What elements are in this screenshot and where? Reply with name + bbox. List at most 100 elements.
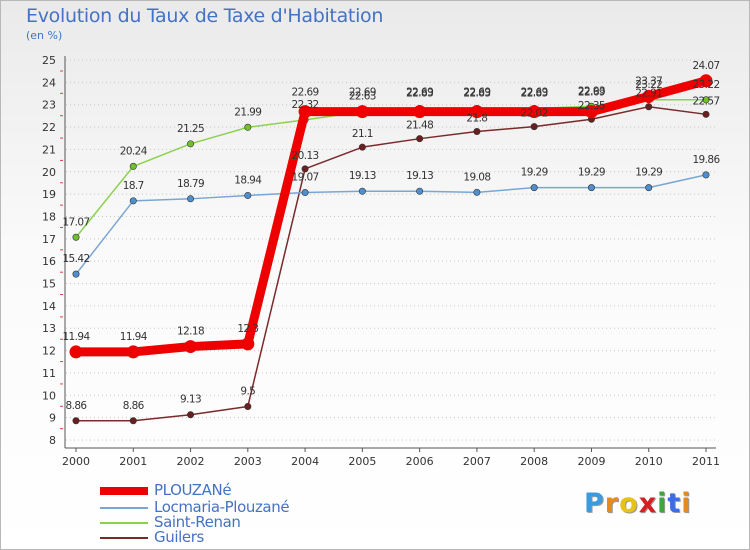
y-tick-label: 23	[42, 99, 56, 112]
data-label: 9.5	[240, 385, 255, 397]
data-point	[358, 143, 366, 151]
data-label: 23.22	[635, 79, 662, 91]
data-label: 12.3	[237, 323, 258, 335]
data-point	[184, 340, 198, 354]
data-point	[416, 187, 424, 195]
data-label: 20.24	[120, 145, 148, 157]
data-point	[645, 103, 653, 111]
y-tick-label: 22	[42, 121, 56, 134]
data-label: 18.94	[234, 174, 262, 186]
y-tick-label: 11	[42, 367, 56, 380]
data-label: 19.29	[635, 167, 662, 179]
data-label: 22.69	[578, 87, 605, 99]
data-point	[645, 184, 653, 192]
data-label: 11.94	[62, 331, 90, 343]
series-line-3	[75, 105, 707, 422]
data-label: 19.08	[463, 171, 490, 183]
data-point	[72, 417, 80, 425]
data-label: 22.83	[521, 88, 548, 100]
axes: 8 9 10 11 12 13 14 15 16 17 18 19 20 21 22 23 24 25 2000 20…	[42, 54, 720, 468]
y-tick-label: 12	[42, 345, 56, 358]
data-label: 19.13	[349, 170, 376, 182]
legend-swatch	[100, 537, 148, 539]
legend-label: Locmaria-Plouzané	[154, 498, 290, 516]
data-label: 22.69	[292, 87, 319, 99]
legend-label: PLOUZANé	[154, 481, 232, 499]
data-label: 15.42	[62, 253, 89, 265]
x-tick-label: 2003	[234, 455, 262, 468]
data-labels: 11.94 11.94 12.18 12.322.69 22.69 22.69 22.69 2…	[62, 60, 721, 412]
data-point	[72, 270, 80, 278]
data-label: 22.69	[463, 87, 490, 99]
data-point	[241, 337, 255, 351]
data-point	[530, 123, 538, 131]
data-label: 11.94	[120, 331, 148, 343]
legend-swatch	[100, 507, 148, 509]
y-tick-label: 19	[42, 188, 56, 201]
data-label: 22.83	[463, 88, 490, 100]
data-label: 21.25	[177, 123, 204, 135]
series-lines	[69, 74, 713, 425]
data-point	[187, 140, 195, 148]
proxiti-logo: Proxiti	[584, 488, 692, 519]
data-point	[473, 188, 481, 196]
data-point	[470, 105, 484, 119]
data-point	[244, 191, 252, 199]
legend-label: Saint-Renan	[154, 513, 241, 531]
data-point	[584, 105, 598, 119]
data-point	[473, 128, 481, 136]
x-tick-label: 2010	[635, 455, 663, 468]
data-label: 19.29	[521, 167, 548, 179]
data-point	[702, 110, 710, 118]
data-point	[187, 195, 195, 203]
data-label: 8.86	[66, 400, 88, 412]
data-point	[358, 187, 366, 195]
data-point	[413, 105, 427, 119]
data-point	[702, 171, 710, 179]
y-tick-label: 25	[42, 54, 56, 67]
x-tick-label: 2002	[177, 455, 205, 468]
x-tick-label: 2007	[463, 455, 491, 468]
legend-label: Guilers	[154, 528, 204, 546]
data-point	[527, 105, 541, 119]
data-label: 23.22	[692, 79, 719, 91]
data-point	[301, 165, 309, 173]
y-tick-label: 21	[42, 143, 56, 156]
data-label: 22.32	[292, 99, 319, 111]
data-label: 22.93	[578, 85, 605, 97]
data-label: 23.37	[635, 75, 662, 87]
data-point	[702, 96, 710, 104]
data-point	[129, 417, 137, 425]
data-point	[642, 89, 656, 103]
y-tick-label: 14	[42, 300, 56, 313]
data-label: 21.48	[406, 120, 433, 132]
y-tick-label: 18	[42, 210, 56, 223]
data-point	[587, 184, 595, 192]
y-tick-label: 10	[42, 389, 56, 402]
data-point	[129, 162, 137, 170]
y-tick-label: 24	[42, 76, 56, 89]
data-point	[699, 74, 713, 88]
y-tick-label: 13	[42, 322, 56, 335]
data-point	[129, 197, 137, 205]
data-label: 22.91	[635, 88, 662, 100]
data-label: 21.99	[234, 106, 261, 118]
data-label: 21.8	[466, 113, 487, 125]
y-tick-label: 20	[42, 166, 56, 179]
x-tick-label: 2008	[520, 455, 548, 468]
series-line-1	[75, 174, 707, 275]
data-label: 22.35	[578, 100, 605, 112]
data-label: 19.07	[292, 172, 319, 184]
unit-label: (en %)	[26, 29, 63, 42]
data-label: 19.13	[406, 170, 433, 182]
legend-swatch	[100, 522, 148, 524]
data-label: 12.18	[177, 326, 204, 338]
data-label: 18.79	[177, 178, 204, 190]
data-point	[355, 105, 369, 119]
chart-title: Evolution du Taux de Taxe d'Habitation	[26, 5, 384, 27]
data-label: 17.07	[62, 216, 89, 228]
data-label: 22.02	[521, 108, 548, 120]
data-label: 8.86	[123, 400, 145, 412]
data-point	[530, 184, 538, 192]
